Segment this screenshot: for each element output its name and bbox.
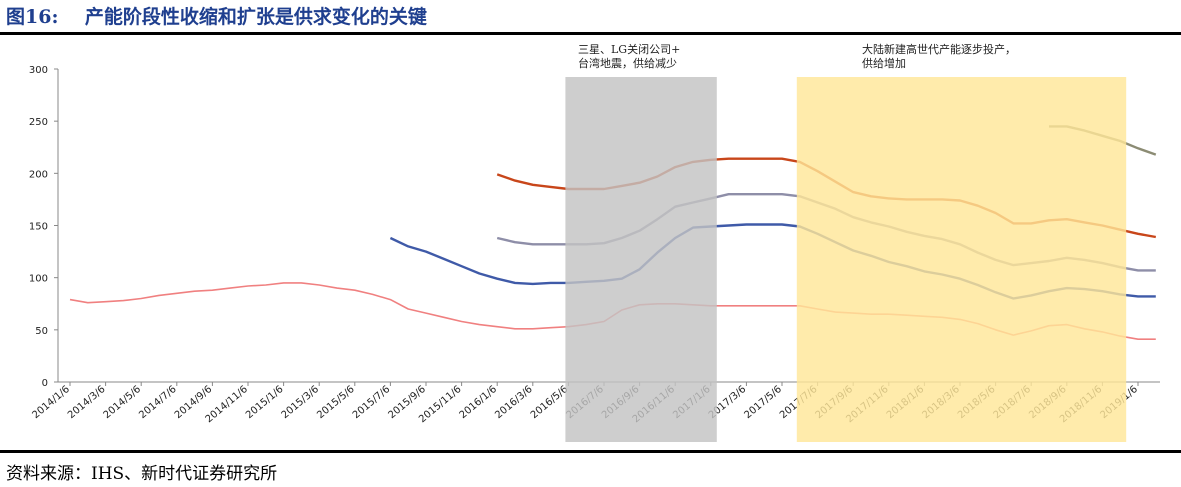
figure-title: 图16: 产能阶段性收缩和扩张是供求变化的关键 [6,6,427,28]
x-tick-label: 2015/3/6 [280,384,321,421]
x-tick-label: 2015/5/6 [315,384,356,421]
y-tick-label: 250 [29,117,48,128]
title-rule [0,32,1181,35]
y-tick-label: 50 [35,326,48,337]
y-tick-label: 150 [29,222,48,233]
x-tick-label: 2016/3/6 [493,384,534,421]
x-tick-label: 2014/1/6 [30,384,71,421]
x-tick-label: 2014/7/6 [137,384,178,421]
highlight-band-1 [796,77,1127,442]
band-annotation-supply-increase: 大陆新建高世代产能逐步投产， 供给增加 [862,43,1016,70]
x-tick-label: 2014/5/6 [102,384,143,421]
y-tick-label: 100 [29,274,48,285]
x-tick-label: 2014/3/6 [66,384,107,421]
x-tick-label: 2016/1/6 [458,384,499,421]
band-annotation-supply-cut: 三星、LG关闭公司+ 台湾地震，供给减少 [578,43,681,70]
y-tick-label: 300 [29,65,48,76]
highlight-band-0 [565,77,717,442]
y-tick-label: 200 [29,169,48,180]
y-tick-label: 0 [42,378,48,389]
source-note: 资料来源：IHS、新时代证券研究所 [6,464,278,484]
x-tick-label: 2015/1/6 [244,384,285,421]
x-tick-label: 2016/5/6 [529,384,570,421]
x-tick-label: 2015/7/6 [351,384,392,421]
source-rule [0,450,1181,453]
x-tick-label: 2017/5/6 [742,384,783,421]
